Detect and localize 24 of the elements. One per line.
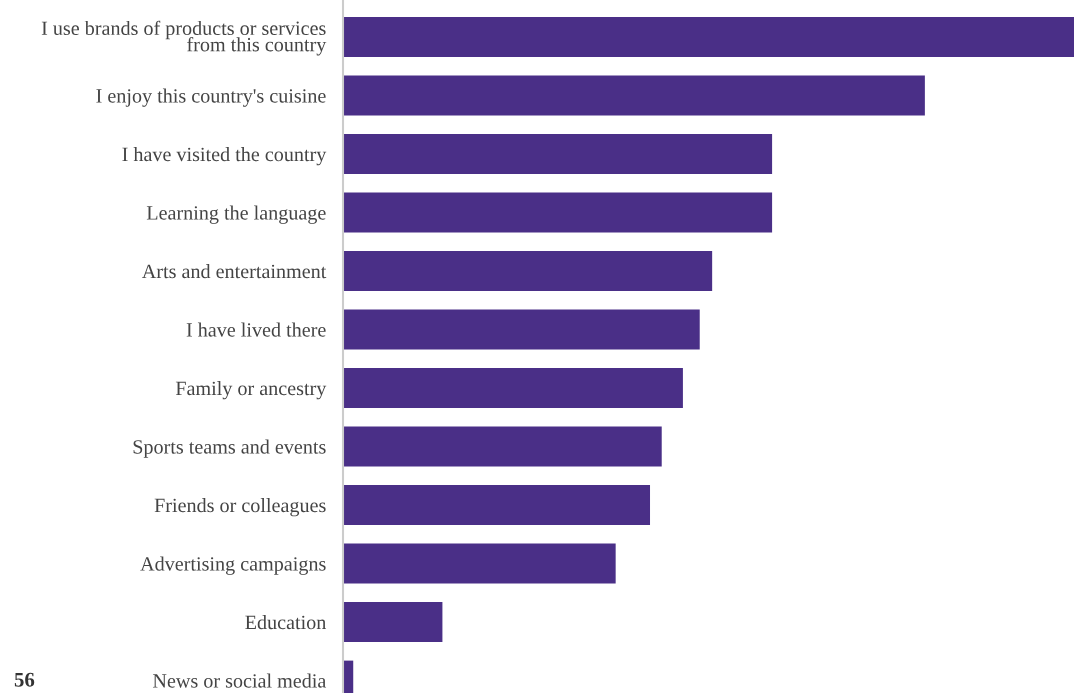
bar (343, 426, 662, 467)
bar (343, 602, 443, 642)
y-tick-label: Arts and entertainment (141, 264, 327, 279)
y-tick-label: Advertising campaigns (140, 556, 326, 575)
y-tick-label: Learning the language (146, 205, 326, 224)
y-tick-label: Friends or colleagues (154, 498, 326, 517)
y-tick-label: Education (245, 615, 327, 630)
text: 56 (14, 672, 35, 687)
y-tick-label: I use brands of products or services from this country (41, 20, 327, 56)
bar (343, 485, 651, 525)
y-tick-label: I have visited the country (122, 147, 327, 166)
bar (343, 251, 713, 291)
y-tick-label: I enjoy this country's cuisine (96, 88, 326, 107)
y-tick-label: Family or ancestry (175, 381, 327, 400)
y-tick-label: I have lived there (186, 322, 326, 337)
bar (343, 309, 700, 350)
bar (343, 134, 773, 174)
y-tick-label: News or social media (152, 673, 327, 688)
bar (343, 75, 925, 116)
bar (343, 368, 683, 408)
y-tick-label: Sports teams and events (133, 439, 326, 458)
bar (343, 543, 616, 584)
bar (343, 192, 773, 233)
bar (343, 17, 1074, 57)
